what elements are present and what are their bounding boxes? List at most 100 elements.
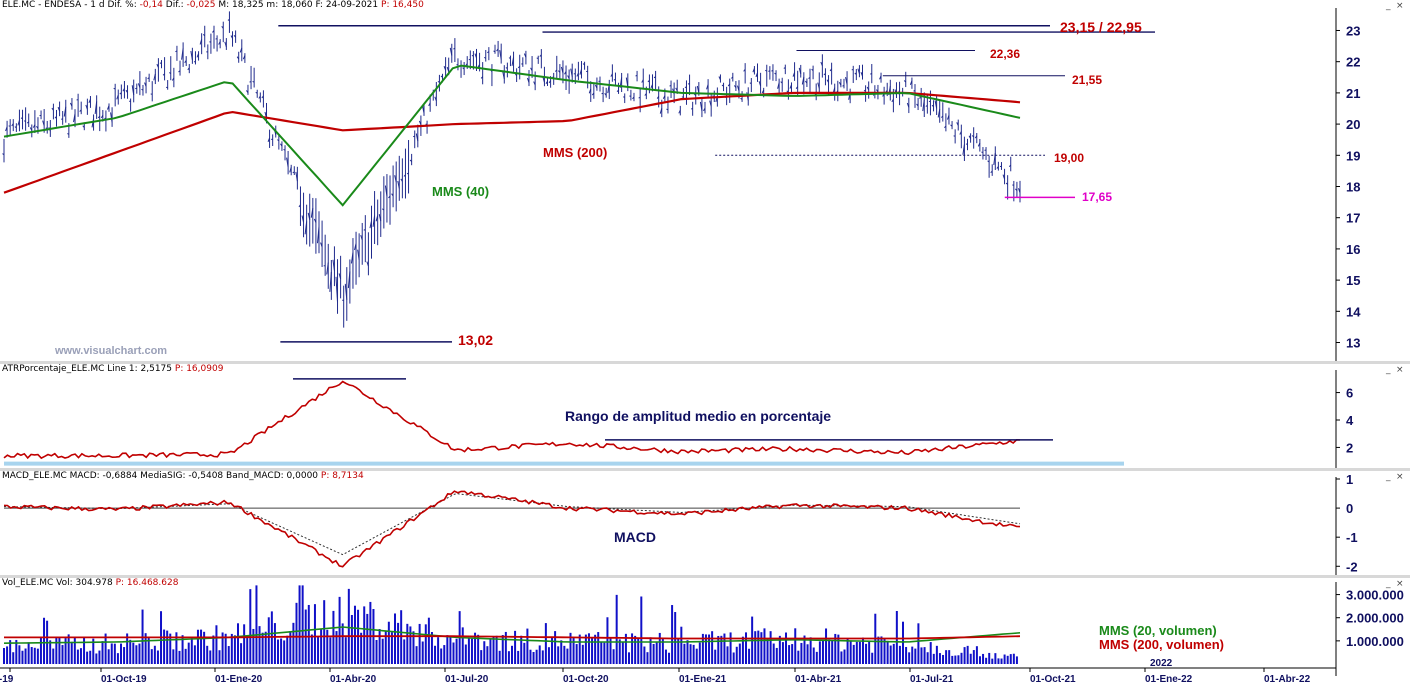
price-bar-open: [502, 71, 505, 79]
price-bar-open: [233, 34, 237, 38]
vol-mms20-line: [3, 626, 1021, 644]
price-bar-open: [950, 124, 953, 127]
price-bar-open: [758, 81, 762, 87]
level-1765-label: 17,65: [1082, 190, 1112, 204]
price-bar-open: [879, 75, 882, 80]
macd-header: MACD_ELE.MC MACD: -0,6884 MediaSIG: -0,5…: [2, 471, 364, 481]
price-bar-open: [801, 76, 805, 85]
price-bar-open: [67, 133, 70, 135]
macd-close-button[interactable]: ×: [1396, 472, 1404, 482]
price-bar-open: [610, 73, 613, 77]
price-bar-open: [2, 153, 5, 156]
price-bar-open: [826, 79, 829, 83]
price-bar-open: [5, 126, 8, 132]
price-bar-open: [594, 84, 598, 89]
price-bar-open: [493, 50, 496, 53]
volume-minimize-button[interactable]: _: [1386, 579, 1391, 589]
price-bar-open: [175, 50, 178, 53]
price-bar-open: [184, 60, 187, 64]
price-bar-open: [292, 171, 295, 174]
price-bar-open: [394, 175, 397, 183]
price-bar-open: [409, 159, 413, 162]
y-tick-label: 22: [1346, 55, 1360, 70]
price-bar-open: [511, 56, 515, 66]
price-bar-open: [119, 92, 122, 95]
atr-header: ATRPorcentaje_ELE.MC Line 1: 2,5175 P: 1…: [2, 364, 224, 374]
atr-minimize-button[interactable]: _: [1386, 365, 1391, 375]
price-bar-open: [283, 149, 286, 151]
level-top-label: 23,15 / 22,95: [1060, 19, 1142, 35]
price-bar-open: [953, 135, 956, 137]
price-bar-open: [94, 101, 98, 114]
price-bar-open: [113, 87, 116, 90]
panel-separator[interactable]: [0, 361, 1410, 364]
price-bar-open: [733, 85, 737, 88]
atr-annotation: Rango de amplitud medio en porcentaje: [565, 408, 831, 424]
price-bar-open: [684, 86, 687, 89]
price-bar-open: [653, 76, 656, 79]
price-bar-open: [625, 77, 629, 88]
price-bar-open: [202, 34, 206, 37]
price-bar-open: [749, 82, 752, 85]
price-bar-open: [1015, 188, 1018, 191]
price-bar-open: [480, 76, 484, 79]
price-bar-open: [144, 82, 147, 87]
price-bar-open: [523, 53, 527, 58]
price-bar-open: [462, 67, 465, 70]
price-bar-open: [178, 70, 181, 73]
price-bar-open: [798, 67, 802, 74]
price-bar-open: [137, 83, 141, 88]
price-bar-open: [156, 63, 159, 68]
price-bar-open: [977, 142, 981, 147]
close-button[interactable]: ×: [1396, 1, 1404, 11]
price-bar-open: [768, 70, 771, 72]
price-bar-open: [659, 108, 663, 114]
price-bar-open: [1008, 164, 1012, 168]
panel-separator[interactable]: [0, 575, 1410, 578]
price-bar-open: [777, 82, 780, 89]
year-marker: 2022: [1150, 658, 1173, 669]
price-bar-open: [536, 57, 539, 60]
price-bar-open: [987, 160, 990, 163]
price-bar-open: [36, 125, 39, 129]
price-bar-open: [866, 86, 870, 91]
price-bar-open: [699, 101, 703, 111]
price-bar-open: [252, 81, 255, 83]
price-bar-open: [406, 172, 409, 175]
price-bar-open: [162, 73, 165, 76]
price-bar-open: [838, 82, 842, 86]
price-bar-open: [277, 139, 280, 142]
price-bar-open: [382, 208, 385, 211]
volume-close-button[interactable]: ×: [1396, 579, 1404, 589]
price-bar-open: [446, 66, 450, 72]
price-bar-open: [560, 66, 564, 74]
price-bar-open: [774, 72, 777, 75]
price-bar-open: [320, 242, 323, 248]
price-bar-open: [338, 273, 342, 280]
price-bar-open: [1018, 188, 1021, 193]
price-bar-open: [218, 41, 221, 45]
price-bar-open: [959, 131, 962, 135]
atr-close-button[interactable]: ×: [1396, 365, 1404, 375]
price-bar-open: [616, 89, 619, 92]
price-bar-open: [159, 62, 162, 65]
price-bar-open: [974, 135, 978, 139]
price-bar-open: [499, 50, 502, 60]
price-bar-open: [82, 125, 85, 128]
price-bar-open: [403, 174, 406, 177]
price-bar-open: [141, 88, 144, 91]
price-bar-open: [891, 99, 894, 103]
price-bar-open: [576, 72, 579, 77]
macd-minimize-button[interactable]: _: [1386, 472, 1391, 482]
price-bar-open: [57, 106, 61, 112]
price-bar-open: [310, 207, 314, 218]
minimize-button[interactable]: _: [1386, 1, 1391, 11]
watermark: www.visualchart.com: [54, 345, 167, 357]
price-bar-open: [428, 102, 431, 107]
panel-separator[interactable]: [0, 468, 1410, 471]
price-bar-open: [437, 80, 440, 83]
price-bar-open: [199, 39, 203, 45]
price-bar-open: [792, 72, 796, 77]
price-bar-open: [301, 215, 305, 223]
y-tick-label: 4: [1346, 413, 1354, 428]
